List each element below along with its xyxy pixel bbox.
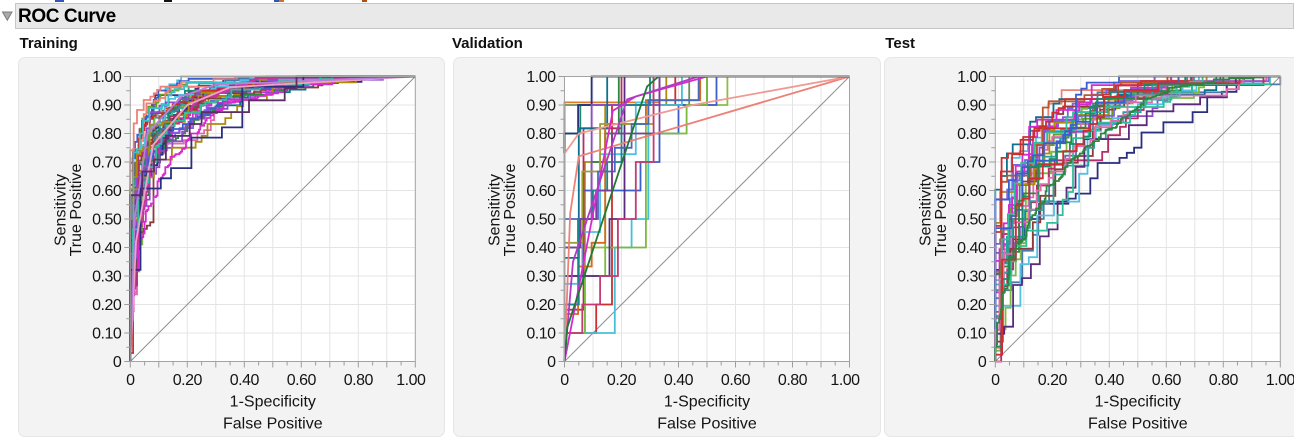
svg-text:0.20: 0.20 [957, 297, 987, 314]
svg-text:0.60: 0.60 [526, 183, 556, 200]
svg-text:True Positive: True Positive [933, 164, 950, 257]
svg-text:True Positive: True Positive [502, 164, 519, 257]
svg-text:Sensitivity: Sensitivity [52, 174, 69, 246]
svg-text:0.20: 0.20 [607, 372, 637, 389]
svg-text:0.50: 0.50 [957, 211, 987, 228]
svg-text:Sensitivity: Sensitivity [917, 174, 934, 246]
svg-text:0.50: 0.50 [526, 211, 556, 228]
svg-text:0.70: 0.70 [92, 154, 122, 171]
svg-text:False Positive: False Positive [657, 416, 757, 433]
svg-text:0.40: 0.40 [230, 372, 260, 389]
svg-text:0.60: 0.60 [1152, 372, 1182, 389]
svg-text:0.20: 0.20 [1038, 372, 1068, 389]
svg-text:1-Specificity: 1-Specificity [230, 394, 316, 411]
svg-text:1.00: 1.00 [92, 69, 122, 86]
svg-text:1-Specificity: 1-Specificity [1095, 394, 1181, 411]
svg-text:0.60: 0.60 [957, 183, 987, 200]
svg-text:0.90: 0.90 [526, 97, 556, 114]
svg-text:Sensitivity: Sensitivity [487, 174, 504, 246]
svg-text:0.80: 0.80 [92, 126, 122, 143]
svg-text:1.00: 1.00 [830, 372, 860, 389]
svg-text:0.10: 0.10 [957, 325, 987, 342]
svg-text:0: 0 [991, 372, 1000, 389]
svg-text:0.60: 0.60 [721, 372, 751, 389]
svg-text:0.30: 0.30 [526, 268, 556, 285]
svg-text:0.20: 0.20 [173, 372, 203, 389]
svg-text:0.80: 0.80 [1209, 372, 1239, 389]
svg-text:0.50: 0.50 [92, 211, 122, 228]
svg-text:0.90: 0.90 [92, 97, 122, 114]
svg-text:0.70: 0.70 [526, 154, 556, 171]
svg-text:1.00: 1.00 [957, 69, 987, 86]
svg-text:1.00: 1.00 [396, 372, 426, 389]
svg-text:0.80: 0.80 [344, 372, 374, 389]
svg-text:0.20: 0.20 [92, 297, 122, 314]
svg-text:0.70: 0.70 [957, 154, 987, 171]
svg-text:0.90: 0.90 [957, 97, 987, 114]
svg-text:0.60: 0.60 [92, 183, 122, 200]
svg-text:1-Specificity: 1-Specificity [664, 394, 750, 411]
svg-text:0.80: 0.80 [957, 126, 987, 143]
svg-text:0: 0 [547, 354, 556, 371]
svg-text:0.10: 0.10 [92, 325, 122, 342]
svg-text:1.00: 1.00 [526, 69, 556, 86]
svg-text:0.60: 0.60 [287, 372, 317, 389]
svg-text:0.80: 0.80 [526, 126, 556, 143]
svg-text:0.40: 0.40 [1095, 372, 1125, 389]
svg-text:0.40: 0.40 [92, 240, 122, 257]
svg-text:0.40: 0.40 [526, 240, 556, 257]
svg-text:0.30: 0.30 [92, 268, 122, 285]
svg-text:False Positive: False Positive [1088, 416, 1188, 433]
svg-text:0.40: 0.40 [664, 372, 694, 389]
svg-text:0.80: 0.80 [778, 372, 808, 389]
svg-text:0.20: 0.20 [526, 297, 556, 314]
svg-text:True Positive: True Positive [68, 164, 85, 257]
svg-text:0: 0 [560, 372, 569, 389]
svg-text:False Positive: False Positive [223, 416, 323, 433]
svg-text:0.30: 0.30 [957, 268, 987, 285]
svg-text:1.00: 1.00 [1266, 372, 1294, 389]
svg-text:0: 0 [113, 354, 122, 371]
svg-text:0: 0 [978, 354, 987, 371]
svg-text:0.40: 0.40 [957, 240, 987, 257]
svg-text:0.10: 0.10 [526, 325, 556, 342]
svg-text:0: 0 [126, 372, 135, 389]
